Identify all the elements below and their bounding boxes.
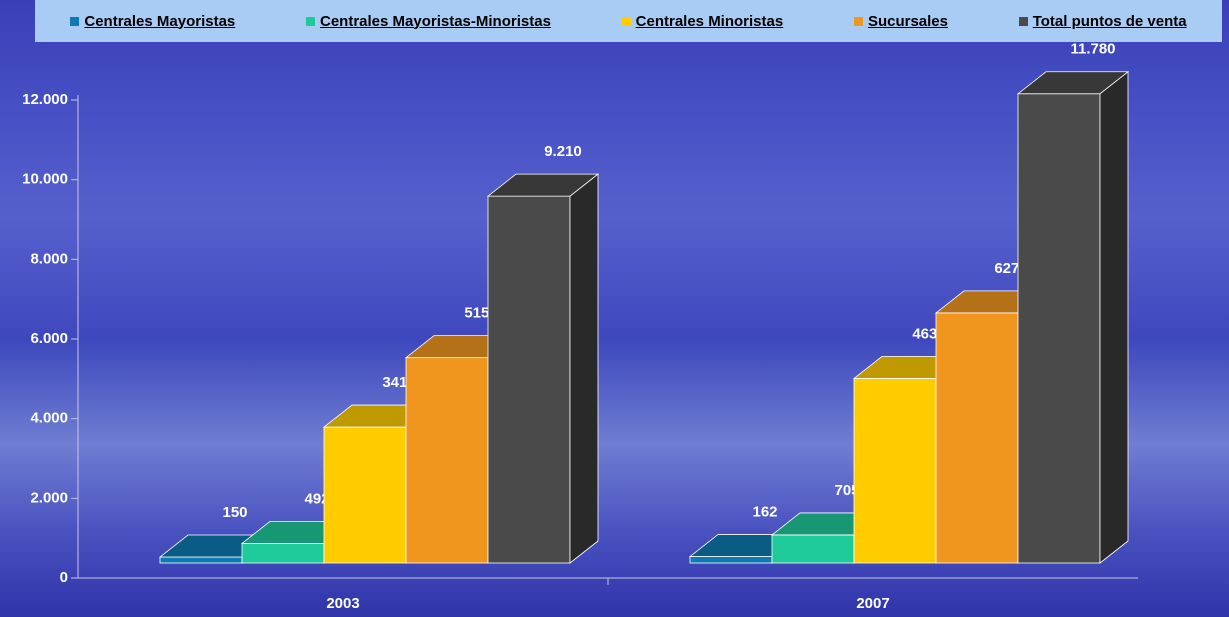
- legend-item: Sucursales: [853, 12, 948, 30]
- data-label: 150: [222, 504, 247, 521]
- bar-front: [487, 195, 571, 564]
- legend-item: Centrales Minoristas: [621, 12, 784, 30]
- bar-front: [159, 556, 243, 564]
- legend-swatch: [70, 16, 80, 26]
- y-tick-label: 2.000: [30, 489, 68, 506]
- data-label: 11.780: [1070, 41, 1115, 58]
- y-tick-label: 0: [60, 569, 68, 586]
- bar-front: [853, 378, 937, 564]
- bar-front: [1017, 93, 1101, 564]
- y-tick-label: 6.000: [30, 330, 68, 347]
- bar-front: [689, 556, 773, 564]
- legend-label: Sucursales: [867, 12, 948, 30]
- legend-swatch: [306, 16, 315, 26]
- bar-side: [1099, 70, 1129, 564]
- legend-label: Total puntos de venta: [1032, 12, 1187, 30]
- data-label: 492: [304, 490, 329, 507]
- legend: Centrales Mayoristas Centrales Mayoristas…: [35, 0, 1222, 42]
- y-tick-label: 12.000: [22, 91, 68, 108]
- data-label: 705: [834, 482, 859, 499]
- legend-label: Centrales Minoristas: [635, 12, 784, 30]
- legend-swatch: [621, 16, 631, 26]
- y-tick-label: 10.000: [22, 171, 68, 188]
- data-label: 162: [752, 504, 777, 521]
- y-tick-label: 8.000: [30, 250, 68, 267]
- legend-label: Centrales Mayoristas-Minoristas: [320, 12, 551, 30]
- legend-swatch: [1018, 16, 1028, 26]
- bar-front: [323, 426, 407, 564]
- bar-front: [405, 357, 489, 564]
- legend-swatch: [853, 16, 863, 26]
- legend-label: Centrales Mayoristas: [84, 12, 236, 30]
- x-tick-label: 2007: [856, 595, 889, 612]
- legend-item: Centrales Mayoristas: [70, 13, 235, 30]
- bar-front: [771, 534, 855, 564]
- bar-front: [935, 312, 1019, 564]
- data-label: 9.210: [544, 143, 582, 160]
- x-tick-label: 2003: [326, 595, 359, 612]
- legend-item: Centrales Mayoristas-Minoristas: [306, 13, 551, 30]
- bar-front: [241, 543, 325, 564]
- legend-item: Total puntos de venta: [1018, 12, 1187, 30]
- bar-side: [569, 173, 599, 564]
- y-tick-label: 4.000: [30, 410, 68, 427]
